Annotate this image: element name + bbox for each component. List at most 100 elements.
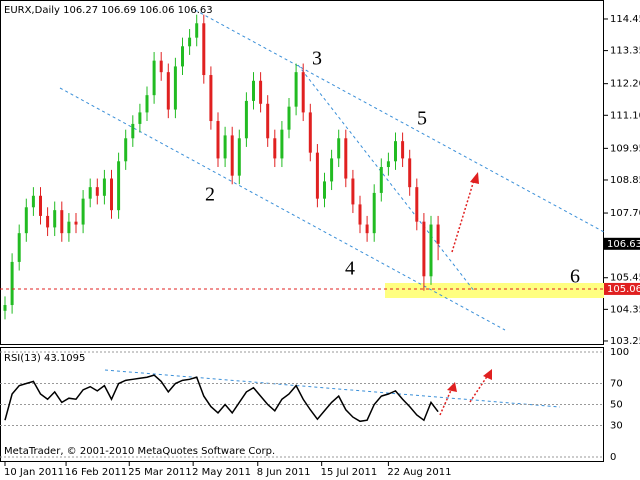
candle-body [173, 66, 177, 110]
arrow-head [483, 369, 492, 380]
channel-line [194, 9, 605, 233]
candle-body [181, 46, 184, 67]
candle-body [386, 161, 390, 168]
wave-label: 5 [417, 108, 427, 130]
arrow [439, 387, 453, 416]
arrow [469, 374, 489, 403]
candle-body [401, 141, 405, 159]
candle-body [230, 135, 234, 176]
candle-body [330, 158, 334, 182]
candle-body [145, 95, 149, 113]
candle-body [337, 138, 341, 159]
y-tick-label: 70 [610, 379, 623, 390]
y-tick-label: 113.35 [610, 46, 640, 57]
candle-body [422, 221, 426, 277]
y-tick-label: 111.10 [610, 110, 640, 121]
candle-body [372, 192, 376, 234]
footer: MetaTrader, © 2001-2010 MetaQuotes Softw… [4, 446, 275, 457]
rsi-title: RSI(13) 43.1095 [4, 353, 85, 364]
candle-body [209, 75, 213, 122]
candle-body [31, 195, 35, 208]
candle-body [436, 224, 440, 244]
x-tick-label: 10 Jan 2011 [4, 467, 64, 478]
chart-title: EURX,Daily 106.27 106.69 106.06 106.63 [4, 5, 213, 16]
y-tick-label: 108.85 [610, 175, 640, 186]
x-tick-label: 8 Jun 2011 [257, 467, 311, 478]
y-tick-label: 100 [610, 347, 629, 358]
candle-body [415, 187, 419, 222]
rsi-line [4, 374, 439, 423]
candle-body [110, 178, 113, 211]
arrow [451, 179, 475, 253]
candle-body [358, 204, 362, 225]
candle-body [429, 224, 433, 277]
candle-body [301, 72, 305, 113]
candle-body [88, 187, 92, 199]
candle-body [266, 103, 270, 139]
level-label: 105.06 [607, 284, 640, 295]
candle-body [138, 112, 142, 124]
forecast-arrows [439, 179, 489, 416]
candle-body [252, 80, 255, 101]
x-tick-label: 16 Feb 2011 [65, 467, 127, 478]
candle-body [323, 181, 326, 199]
level-box [604, 282, 640, 295]
candle-body [379, 167, 383, 193]
x-tick-label: 22 Aug 2011 [387, 467, 451, 478]
candle-body [244, 100, 248, 139]
wave-label: 4 [345, 258, 355, 280]
y-tick-label: 103.25 [610, 336, 640, 347]
arrow-head [447, 382, 457, 392]
candle-body [60, 210, 64, 234]
candle-body [365, 224, 369, 234]
x-tick-label: 2 May 2011 [192, 467, 251, 478]
y-tick-label: 0 [610, 452, 616, 463]
candle-body [24, 207, 28, 234]
arrow-heads [447, 172, 492, 392]
candle-body [3, 305, 7, 311]
candle-body [39, 195, 42, 216]
candle-body [95, 187, 99, 196]
candle-body [216, 121, 220, 159]
wave-label: 6 [570, 266, 580, 288]
candle-body [344, 138, 348, 179]
candle-body [273, 138, 277, 159]
candle-body [223, 135, 227, 159]
candle-body [159, 60, 163, 73]
candle-body [237, 138, 241, 176]
candle-body [17, 233, 21, 262]
candle-body [10, 261, 14, 306]
candle-body [195, 23, 199, 38]
candle-body [287, 106, 291, 130]
candle-body [81, 198, 85, 225]
candle-body [117, 161, 121, 211]
candle-body [259, 80, 263, 104]
candle-body [351, 178, 355, 205]
wave-label: 3 [312, 48, 322, 70]
candle-body [188, 37, 192, 47]
candle-body [166, 72, 170, 110]
candle-body [308, 112, 312, 153]
price-label: 106.63 [607, 239, 640, 250]
candle-body [294, 72, 298, 107]
y-tick-label: 114.45 [610, 14, 640, 25]
candle-body [202, 23, 206, 76]
arrow-head [470, 172, 479, 184]
y-tick-label: 107.70 [610, 208, 640, 219]
y-tick-label: 104.35 [610, 304, 640, 315]
candle-body [124, 138, 128, 162]
main-frame [0, 0, 604, 345]
candle-body [46, 215, 50, 228]
candle-body [74, 221, 78, 225]
price-box [604, 237, 640, 250]
y-tick-label: 105.45 [610, 273, 640, 284]
x-tick-label: 15 Jul 2011 [321, 467, 378, 478]
candle-body [131, 123, 135, 139]
candle-body [152, 60, 156, 96]
candle-body [315, 152, 319, 199]
y-tick-label: 30 [610, 420, 623, 431]
rsi-trend-line [104, 369, 561, 408]
wave-label: 2 [205, 184, 215, 206]
y-tick-label: 109.95 [610, 143, 640, 154]
